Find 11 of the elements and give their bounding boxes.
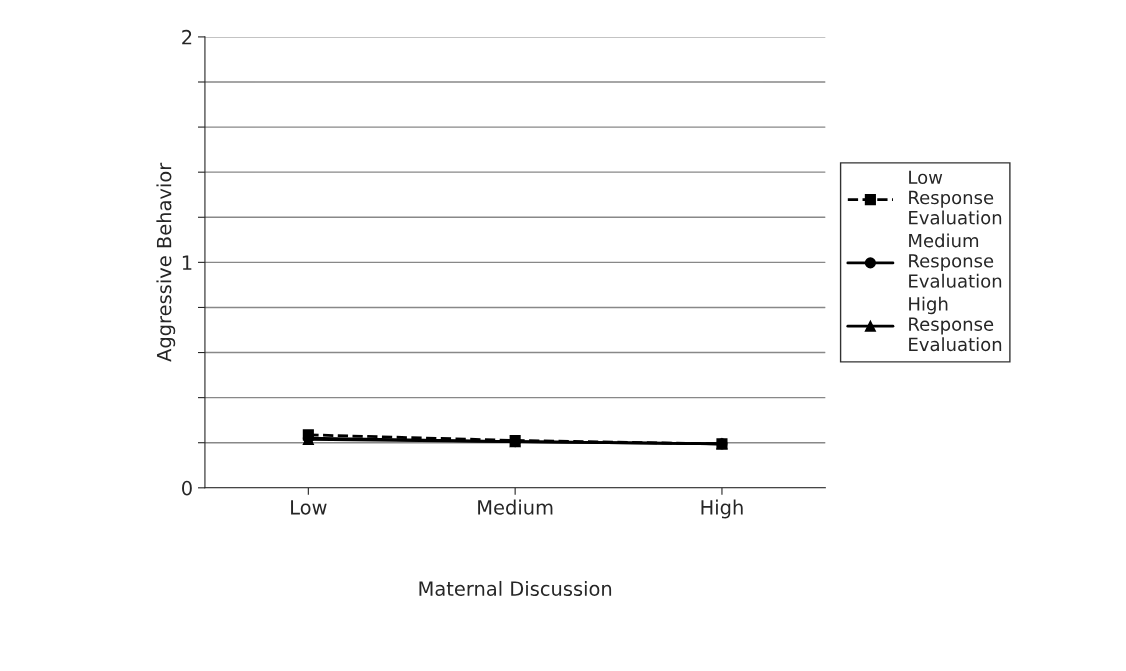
x-tick-label: High [701,499,743,519]
y-tick-label: 0 [182,480,192,496]
x-tick-label: Low [291,500,327,515]
legend-label: Medium Response Evaluation [909,233,1002,288]
y-tick-label: 1 [182,255,192,270]
y-axis-title: Aggressive Behavior [156,162,176,362]
legend-label: Low Response Evaluation [909,170,1002,225]
x-axis-title: Maternal Discussion [419,580,612,596]
y-tick-label: 2 [182,29,192,45]
legend-label: High Response Evaluation [909,296,1002,352]
x-tick-label: Medium [478,499,553,515]
